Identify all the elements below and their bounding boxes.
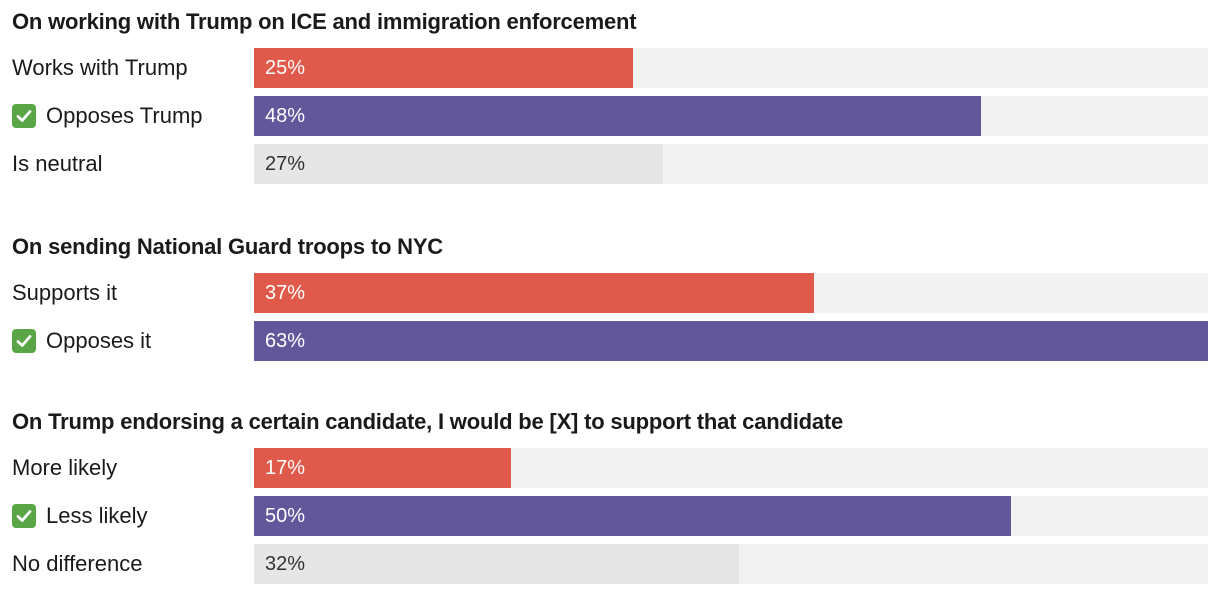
- category-label: Supports it: [12, 273, 117, 313]
- bar-row: No difference 32%: [12, 544, 1208, 584]
- check-mark-icon: [12, 504, 36, 528]
- bar-row: Supports it 37%: [12, 273, 1208, 313]
- category-label-text: Supports it: [12, 280, 118, 305]
- bar-row: Opposes it 63%: [12, 321, 1208, 361]
- category-label: More likely: [12, 448, 117, 488]
- category-label: Less likely: [12, 496, 147, 536]
- bar-gray: [254, 544, 739, 584]
- bar-track: 25%: [254, 48, 1208, 88]
- bar-row: Works with Trump 25%: [12, 48, 1208, 88]
- category-label-text: Is neutral: [12, 151, 103, 176]
- data-label: 48%: [265, 105, 306, 127]
- data-label: 27%: [265, 153, 306, 175]
- check-mark-icon: [12, 329, 36, 353]
- data-label: 32%: [265, 553, 306, 575]
- category-label-text: Opposes it: [46, 328, 152, 353]
- category-label: Opposes Trump: [12, 96, 203, 136]
- bar-purple: [254, 96, 981, 136]
- check-mark-icon: [12, 104, 36, 128]
- chart-title: On Trump endorsing a certain candidate, …: [12, 409, 844, 434]
- data-label: 25%: [265, 57, 306, 79]
- category-label-text: Opposes Trump: [46, 103, 203, 128]
- bar-gray: [254, 144, 663, 184]
- bar-track: 32%: [254, 544, 1208, 584]
- category-label: Works with Trump: [12, 48, 188, 88]
- bar-red: [254, 273, 814, 313]
- bar-purple: [254, 496, 1011, 536]
- category-label-text: Works with Trump: [12, 55, 188, 80]
- bar-track: 17%: [254, 448, 1208, 488]
- bar-track: 27%: [254, 144, 1208, 184]
- bar-row: Is neutral 27%: [12, 144, 1208, 184]
- chart-title: On sending National Guard troops to NYC: [12, 234, 443, 259]
- bar-track: 48%: [254, 96, 1208, 136]
- bar-track: 63%: [254, 321, 1208, 361]
- data-label: 50%: [265, 505, 306, 527]
- bar-row: Opposes Trump 48%: [12, 96, 1208, 136]
- category-label: Opposes it: [12, 321, 151, 361]
- bar-row: More likely 17%: [12, 448, 1208, 488]
- bar-track: 50%: [254, 496, 1208, 536]
- bar-red: [254, 448, 511, 488]
- data-label: 17%: [265, 457, 306, 479]
- chart-title: On working with Trump on ICE and immigra…: [12, 9, 637, 34]
- category-label-text: More likely: [12, 455, 118, 480]
- category-label: Is neutral: [12, 144, 103, 184]
- bar-purple: [254, 321, 1208, 361]
- bar-red: [254, 48, 633, 88]
- data-label: 63%: [265, 330, 306, 352]
- category-label-text: No difference: [12, 551, 143, 576]
- bar-track: 37%: [254, 273, 1208, 313]
- category-label: No difference: [12, 544, 142, 584]
- bar-row: Less likely 50%: [12, 496, 1208, 536]
- category-label-text: Less likely: [46, 503, 148, 528]
- data-label: 37%: [265, 282, 306, 304]
